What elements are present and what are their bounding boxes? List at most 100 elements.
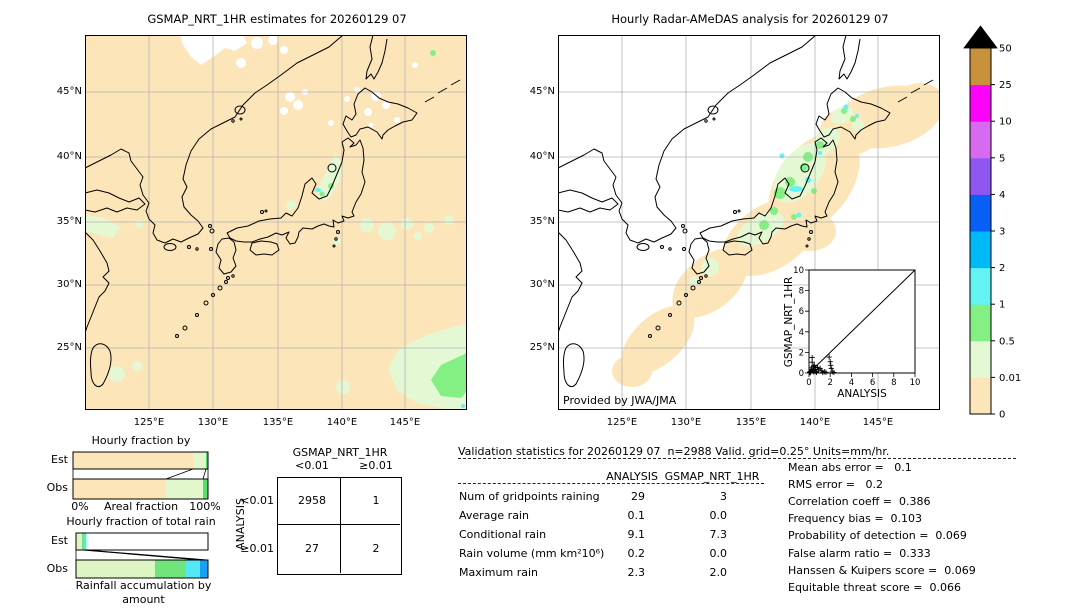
validation-value-gsmap: 7.3 (709, 528, 728, 541)
bar-outline-est (75, 532, 209, 551)
bar-segment-est (84, 533, 87, 550)
left-map (85, 35, 467, 410)
scatter-point (827, 359, 833, 365)
validation-value-analysis: 2.3 (627, 566, 646, 579)
right-ytick-30n: 30°N (529, 279, 555, 290)
bar-outline-obs (75, 559, 209, 579)
colorbar-segment (970, 304, 991, 342)
totalrain-bars (75, 532, 209, 579)
validation-row-label: Num of gridpoints raining (459, 490, 600, 503)
colorbar-segment (970, 157, 991, 195)
inset-xtick-10: 10 (910, 378, 921, 388)
bar-segment-obs (185, 560, 200, 578)
validation-value-analysis: 0.2 (627, 547, 646, 560)
validation-value-gsmap: 0.0 (709, 547, 728, 560)
inset-xlabel: ANALYSIS (837, 388, 887, 400)
inset-ytick-2: 2 (799, 348, 804, 358)
contingency-col-label-lt: <0.01 (295, 459, 329, 472)
credit-text: Provided by JWA/JMA (563, 394, 677, 407)
bar-segment-obs (73, 479, 167, 499)
totalrain-est-label: Est (51, 534, 68, 547)
scatter-point (826, 354, 832, 360)
validation-title-divider (458, 458, 1016, 459)
right-ytick-25n: 25°N (529, 342, 555, 353)
validation-header-analysis: ANALYSIS (606, 470, 658, 483)
score-mean-abs-error: Mean abs error = 0.1 (788, 461, 912, 474)
validation-value-analysis: 29 (631, 490, 645, 503)
bar-connector-line (165, 468, 194, 480)
inset-scatter-points (806, 354, 837, 376)
occurrence-axis-label: Areal fraction (103, 500, 179, 513)
left-xtick-140e: 140°E (326, 417, 358, 428)
inset-ytick-0: 0 (799, 369, 804, 379)
validation-row-label: Rain volume (mm km²10⁶) (459, 547, 605, 560)
contingency-col-divider (340, 477, 341, 573)
left-ytick-35n: 35°N (56, 216, 82, 227)
inset-diagonal-line (808, 269, 916, 374)
bar-segment-obs (76, 560, 155, 578)
inset-xtick-6: 6 (870, 378, 875, 388)
occurrence-obs-label: Obs (46, 481, 68, 494)
inset-ylabel: GSMAP_NRT_1HR (783, 277, 795, 368)
bar-segment-obs (199, 560, 208, 578)
contingency-col-axis-label: GSMAP_NRT_1HR (292, 446, 388, 459)
scatter-point (828, 365, 834, 371)
colorbar-segment (970, 194, 991, 232)
left-xtick-145e: 145°E (389, 417, 421, 428)
contingency-cell-hit-none: 2958 (298, 494, 326, 507)
inset-xtick-2: 2 (827, 378, 832, 388)
validation-value-analysis: 0.1 (627, 509, 646, 522)
contingency-row-label-lt: <0.01 (240, 494, 274, 507)
bar-segment-est (205, 452, 208, 469)
colorbar-tick-label: 0.01 (999, 373, 1021, 384)
score-probability-of-detection: Probability of detection = 0.069 (788, 529, 967, 542)
colorbar-tick-label: 0.5 (999, 336, 1015, 347)
contingency-row-divider (277, 524, 400, 525)
bar-connector-line (202, 468, 207, 480)
colorbar-tick-label: 50 (999, 44, 1012, 55)
colorbar-segment (970, 121, 991, 159)
validation-row-label: Conditional rain (459, 528, 547, 541)
occurrence-bars (72, 451, 209, 500)
bar-segment-est (81, 533, 85, 550)
score-hanssen-kuipers: Hanssen & Kuipers score = 0.069 (788, 564, 976, 577)
scatter-point (809, 359, 815, 365)
inset-xtick-0: 0 (806, 378, 811, 388)
validation-value-gsmap: 0.0 (709, 509, 728, 522)
left-xtick-125e: 125°E (133, 417, 165, 428)
occurrence-axis-0pct: 0% (71, 500, 89, 513)
inset-xtick-8: 8 (891, 378, 896, 388)
right-xtick-145e: 145°E (862, 417, 894, 428)
score-equitable-threat: Equitable threat score = 0.066 (788, 581, 961, 594)
validation-value-gsmap: 2.0 (709, 566, 728, 579)
validation-row-label: Average rain (459, 509, 529, 522)
colorbar-tick-label: 25 (999, 80, 1012, 91)
validation-value-analysis: 9.1 (627, 528, 646, 541)
bar-segment-est (73, 452, 194, 469)
inset-scatter: 0 2 4 6 8 10 0 2 4 6 8 10 ANALYSIS GSMAP… (783, 266, 921, 400)
left-ytick-25n: 25°N (56, 342, 82, 353)
scatter-point (813, 368, 819, 375)
contingency-cell-miss: 27 (305, 542, 319, 555)
scatter-point (814, 364, 821, 370)
bar-segment-est (76, 533, 82, 550)
colorbar-segment (970, 377, 991, 415)
bar-outline-obs (72, 478, 209, 500)
inset-xtick-4: 4 (849, 378, 854, 388)
left-ytick-30n: 30°N (56, 279, 82, 290)
colorbar-tick-label: 3 (999, 227, 1005, 238)
contingency-row-label-ge: ≥0.01 (240, 542, 274, 555)
validation-header-gsmap: GSMAP_NRT_1HR (664, 470, 760, 483)
scatter-point (828, 362, 834, 368)
score-correlation-coeff: Correlation coeff = 0.386 (788, 495, 931, 508)
bar-segment-obs (166, 479, 204, 499)
right-xtick-125e: 125°E (606, 417, 638, 428)
right-xtick-135e: 135°E (735, 417, 767, 428)
inset-ytick-6: 6 (799, 307, 804, 317)
totalrain-obs-label: Obs (46, 562, 68, 575)
totalrain-axis-label: Rainfall accumulation by amount (75, 579, 212, 606)
colorbar-over-arrow (963, 25, 998, 49)
inset-ytick-4: 4 (799, 328, 804, 338)
left-xtick-130e: 130°E (197, 417, 229, 428)
